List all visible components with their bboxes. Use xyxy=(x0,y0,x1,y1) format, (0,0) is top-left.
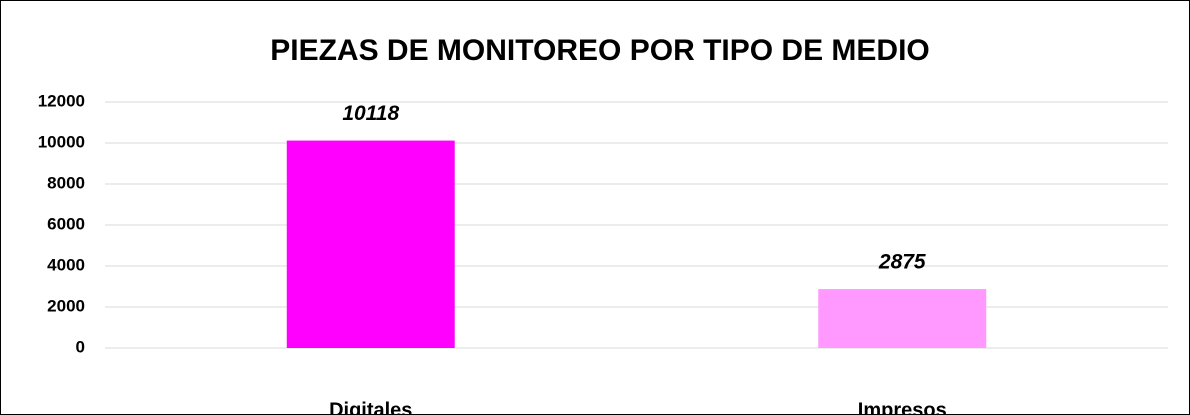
y-tick-label: 12000 xyxy=(38,91,85,110)
data-label: 2875 xyxy=(878,251,926,274)
y-tick-label: 4000 xyxy=(47,255,85,274)
y-tick-label: 10000 xyxy=(38,132,85,151)
y-tick-label: 8000 xyxy=(47,173,85,192)
bar xyxy=(818,289,987,348)
x-tick-label: Digitales xyxy=(329,399,412,415)
y-tick-label: 2000 xyxy=(47,296,85,315)
data-label: 10118 xyxy=(342,102,399,125)
y-tick-label: 0 xyxy=(76,337,85,356)
bar xyxy=(286,140,455,348)
y-tick-label: 6000 xyxy=(47,214,85,233)
chart-title: PIEZAS DE MONITOREO POR TIPO DE MEDIO xyxy=(270,34,930,67)
x-tick-label: Impresos xyxy=(858,399,947,415)
